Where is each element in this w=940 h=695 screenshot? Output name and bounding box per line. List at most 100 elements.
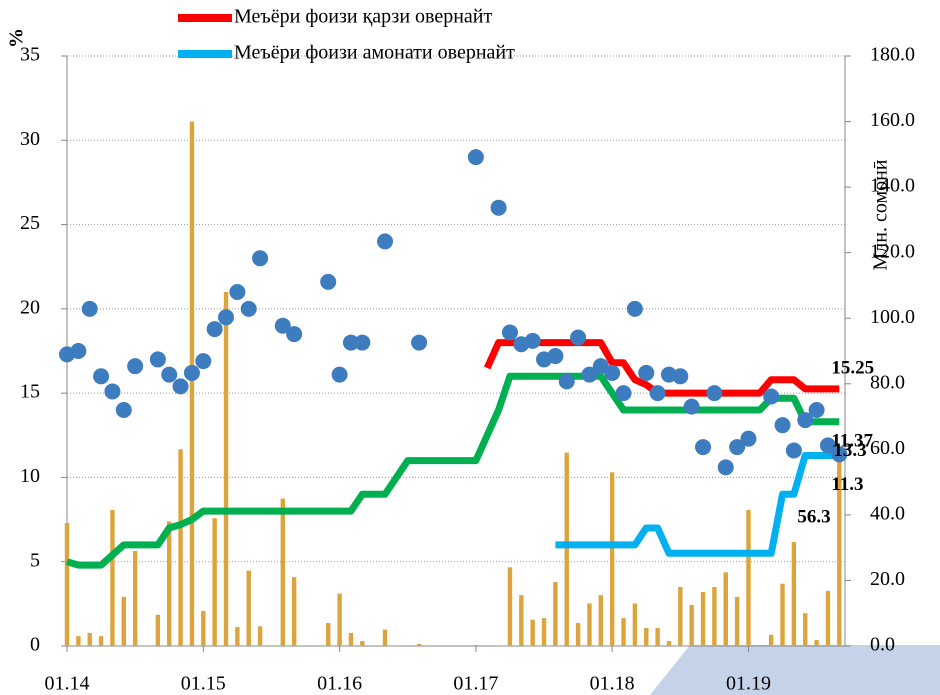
y2-tick-label: 140.0 <box>870 175 915 197</box>
dot <box>729 439 746 456</box>
dot <box>286 326 303 343</box>
bar <box>64 523 70 646</box>
bar <box>587 603 592 646</box>
bar <box>155 614 161 646</box>
y2-tick-label: 100.0 <box>870 306 915 328</box>
bar <box>678 587 683 646</box>
y-axis-title: % <box>6 28 28 48</box>
dot <box>615 385 632 402</box>
dot <box>206 321 223 338</box>
bar <box>87 632 92 646</box>
bar <box>132 550 138 646</box>
y-tick-label: 20 <box>20 296 40 318</box>
bar <box>178 449 183 646</box>
bar <box>98 636 104 646</box>
dot <box>172 378 189 395</box>
y2-tick-label: 0.0 <box>870 634 895 656</box>
y-tick-label: 0 <box>30 634 40 656</box>
y2-tick-label: 160.0 <box>870 109 915 131</box>
y-tick-label: 10 <box>20 465 40 487</box>
bar <box>382 629 388 646</box>
bar <box>291 577 297 646</box>
bar <box>837 461 842 646</box>
dot <box>638 364 655 381</box>
bar <box>519 595 524 646</box>
bar <box>803 613 808 646</box>
dot <box>127 358 144 375</box>
legend-label: Меъёри фоизи қарзи овернайт <box>234 6 493 28</box>
dot <box>626 300 643 317</box>
y-tick-label: 30 <box>20 128 40 150</box>
y-tick-label: 15 <box>20 381 40 403</box>
data-label: 11.37 <box>831 431 873 452</box>
y2-tick-label: 60.0 <box>870 437 905 459</box>
data-label: 56.3 <box>797 506 830 527</box>
bar <box>564 452 569 646</box>
dot <box>490 199 507 216</box>
y2-axis-title: Млн. сомонӣ <box>870 159 892 270</box>
legend-label: Меъёри фоизи амонати овернайт <box>234 42 515 64</box>
line <box>484 339 840 397</box>
dot <box>524 332 541 349</box>
bar <box>768 634 774 646</box>
bar <box>246 570 251 646</box>
x-tick-label: 01.16 <box>317 673 362 695</box>
x-tick-label: 01.19 <box>726 673 771 695</box>
dot <box>683 398 700 415</box>
dot <box>183 364 200 381</box>
dot <box>149 351 166 368</box>
bar <box>780 583 785 646</box>
dot <box>240 300 257 317</box>
bar <box>212 518 217 646</box>
bar <box>473 645 479 646</box>
dot <box>411 334 428 351</box>
dot <box>195 353 212 370</box>
y2-tick-label: 20.0 <box>870 568 905 590</box>
bar <box>348 632 354 646</box>
dot <box>320 273 337 290</box>
bar <box>280 498 285 646</box>
dot <box>717 459 734 476</box>
y2-tick-label: 40.0 <box>870 502 905 524</box>
dot <box>377 233 394 250</box>
bar <box>644 627 649 646</box>
bar <box>360 641 365 646</box>
dot <box>581 366 598 383</box>
data-label: 13.3 <box>833 440 866 461</box>
dot <box>558 373 575 390</box>
dot <box>115 402 132 418</box>
bar <box>621 618 626 646</box>
bar <box>167 521 172 646</box>
dot <box>695 439 712 456</box>
bar <box>110 509 115 646</box>
dot <box>649 385 666 402</box>
dot <box>785 442 802 459</box>
x-tick-label: 01.17 <box>453 673 498 695</box>
dot <box>93 368 110 385</box>
dot <box>81 300 98 317</box>
y2-tick-label: 120.0 <box>870 240 915 262</box>
x-tick-label: 01.18 <box>590 673 635 695</box>
dot <box>252 250 269 267</box>
dot <box>104 383 121 400</box>
bar <box>257 626 263 646</box>
bar <box>791 542 797 646</box>
bar <box>723 572 728 646</box>
bar <box>235 626 240 646</box>
bar <box>689 605 694 646</box>
bar <box>712 587 717 646</box>
y-tick-label: 35 <box>20 44 40 66</box>
y2-tick-label: 80.0 <box>870 371 905 393</box>
x-tick-label: 01.14 <box>45 673 90 695</box>
dot <box>740 430 757 447</box>
bar <box>825 590 831 646</box>
bar <box>575 623 581 646</box>
dot <box>819 437 836 454</box>
bar <box>814 640 819 646</box>
dot <box>547 348 564 365</box>
dot <box>706 385 723 402</box>
bar <box>609 472 615 646</box>
dot <box>763 388 780 405</box>
bar <box>201 610 206 646</box>
